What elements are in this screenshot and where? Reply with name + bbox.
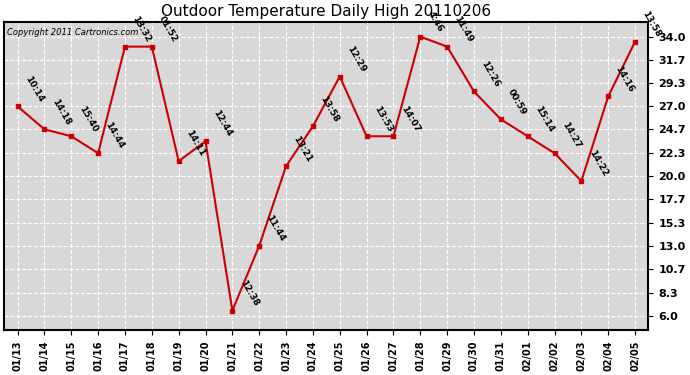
Point (549, 150, 560, 156)
Point (576, 178, 587, 184)
Point (361, 133, 372, 139)
Text: 15:40: 15:40 (77, 104, 99, 134)
Point (92, 150, 104, 156)
Text: 13:21: 13:21 (292, 134, 314, 164)
Point (334, 74, 345, 80)
Text: 14:18: 14:18 (50, 97, 72, 126)
Point (522, 133, 533, 139)
Text: Copyright 2011 Cartronics.com: Copyright 2011 Cartronics.com (8, 28, 139, 37)
Point (254, 243, 265, 249)
Text: 15:14: 15:14 (533, 104, 555, 134)
Text: 12:29: 12:29 (345, 44, 368, 74)
Point (629, 39, 640, 45)
Text: 11:49: 11:49 (453, 14, 475, 44)
Text: 01:52: 01:52 (157, 15, 179, 44)
Text: 00:59: 00:59 (506, 87, 529, 117)
Text: 14:44: 14:44 (104, 121, 126, 150)
Point (495, 116, 506, 122)
Text: 11:44: 11:44 (265, 213, 287, 243)
Text: 13:53: 13:53 (372, 104, 394, 134)
Point (442, 44, 453, 50)
Point (307, 123, 318, 129)
Text: 4:46: 4:46 (426, 10, 445, 34)
Text: 14:07: 14:07 (399, 104, 421, 134)
Text: 13:32: 13:32 (130, 15, 152, 44)
Title: Outdoor Temperature Daily High 20110206: Outdoor Temperature Daily High 20110206 (161, 4, 491, 19)
Text: 14:11: 14:11 (184, 129, 206, 158)
Text: 14:16: 14:16 (614, 64, 636, 94)
Point (12, 104, 23, 110)
Text: 13:58: 13:58 (640, 10, 662, 39)
Text: 14:22: 14:22 (587, 149, 609, 178)
Point (227, 308, 238, 314)
Point (146, 44, 157, 50)
Point (173, 158, 184, 164)
Point (602, 93, 613, 99)
Text: 12:26: 12:26 (480, 59, 502, 88)
Point (39, 126, 50, 132)
Point (66, 133, 77, 139)
Point (281, 163, 292, 169)
Point (415, 34, 426, 40)
Text: 13:58: 13:58 (319, 94, 341, 123)
Text: 10:14: 10:14 (23, 74, 46, 104)
Point (388, 133, 399, 139)
Text: 12:44: 12:44 (211, 109, 233, 138)
Point (119, 44, 130, 50)
Point (469, 88, 480, 94)
Text: 14:27: 14:27 (560, 121, 582, 150)
Text: 12:38: 12:38 (238, 279, 260, 308)
Point (200, 138, 211, 144)
